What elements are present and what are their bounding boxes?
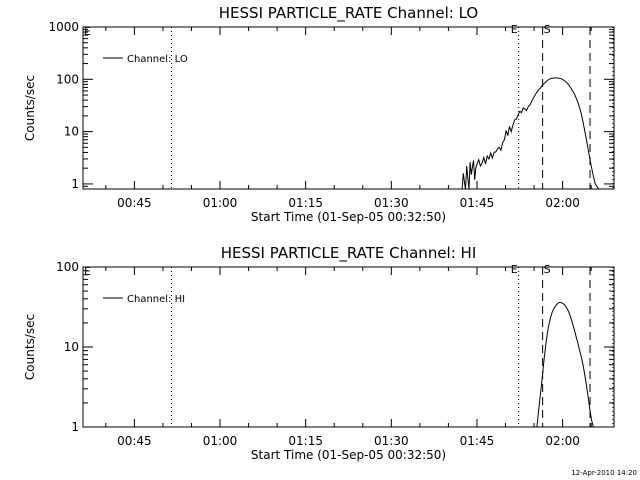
chart-panel-hi: HESSI PARTICLE_RATE Channel: HI 00:45 01:0… <box>23 244 615 462</box>
x-tick-label: 01:45 <box>460 196 495 210</box>
marker-label-e: E <box>511 263 518 276</box>
x-axis-label-lo: Start Time (01-Sep-05 00:32:50) <box>251 210 446 224</box>
chart-title-hi: HESSI PARTICLE_RATE Channel: HI <box>221 244 477 263</box>
x-tick-label: 00:45 <box>117 196 152 210</box>
x-axis-label-hi: Start Time (01-Sep-05 00:32:50) <box>251 448 446 462</box>
x-tick-label: 02:00 <box>545 196 580 210</box>
x-tick-label: 01:15 <box>288 434 323 448</box>
x-tick-label: 01:00 <box>203 434 238 448</box>
y-tick-label: 100 <box>56 72 79 86</box>
y-tick-label: 1 <box>71 177 79 191</box>
chart-panel-lo: HESSI PARTICLE_RATE Channel: LO 00:45 01:0… <box>23 4 615 224</box>
y-tick-label: 10 <box>64 125 79 139</box>
marker-label-s: S <box>544 23 551 36</box>
x-tick-label: 00:45 <box>117 434 152 448</box>
y-tick-label: 1 <box>71 420 79 434</box>
y-tick-label: 1000 <box>48 20 79 34</box>
y-axis-label-lo: Counts/sec <box>23 75 37 141</box>
corner-marker-label: E <box>84 265 91 278</box>
x-tick-label: 01:30 <box>374 196 409 210</box>
x-tick-label: 01:30 <box>374 434 409 448</box>
y-tick-label: 100 <box>56 260 79 274</box>
plot-frame-hi <box>82 266 615 428</box>
marker-label-s: S <box>544 263 551 276</box>
marker-label-e: E <box>511 23 518 36</box>
footer-timestamp: 12-Apr-2010 14:20 <box>571 469 637 477</box>
y-tick-label: 10 <box>64 340 79 354</box>
corner-marker-label: E <box>84 25 91 38</box>
x-tick-label: 01:15 <box>288 196 323 210</box>
x-tick-label: 01:00 <box>203 196 238 210</box>
legend-label-lo: Channel: LO <box>127 54 188 65</box>
series-line-hi <box>536 302 594 428</box>
series-line-lo <box>461 77 600 190</box>
chart-title-lo: HESSI PARTICLE_RATE Channel: LO <box>219 4 478 23</box>
x-tick-label: 02:00 <box>545 434 580 448</box>
legend-label-hi: Channel: HI <box>127 294 185 305</box>
y-axis-label-hi: Counts/sec <box>23 314 37 380</box>
x-tick-label: 01:45 <box>460 434 495 448</box>
plot-frame-lo <box>82 26 615 190</box>
